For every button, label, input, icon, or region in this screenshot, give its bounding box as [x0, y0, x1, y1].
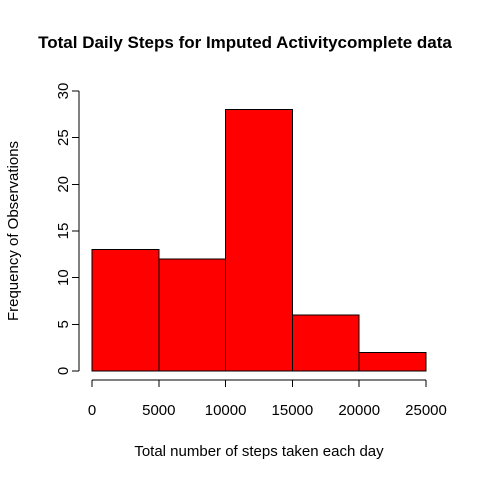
- x-tick-label: 5000: [142, 402, 175, 419]
- chart-title: Total Daily Steps for Imputed Activityco…: [38, 33, 452, 52]
- y-tick-label: 15: [55, 223, 72, 240]
- y-axis-label: Frequency of Observations: [5, 141, 22, 321]
- x-axis-label: Total number of steps taken each day: [134, 443, 384, 460]
- histogram-bar: [291, 314, 360, 372]
- x-tick-label: 0: [88, 402, 96, 419]
- x-axis: 0 5000 10000 15000 20000 25000: [88, 379, 447, 419]
- y-tick-label: 30: [55, 83, 72, 100]
- y-tick-label: 25: [55, 129, 72, 146]
- y-tick-label: 10: [55, 269, 72, 286]
- y-tick-label: 0: [55, 367, 72, 375]
- histogram-bar: [225, 109, 293, 372]
- y-tick-label: 20: [55, 176, 72, 193]
- histogram-bar: [158, 258, 227, 372]
- histogram-bar: [358, 351, 427, 372]
- y-tick-label: 5: [55, 320, 72, 328]
- x-tick-label: 10000: [205, 402, 247, 419]
- histogram-bar: [91, 249, 160, 372]
- x-tick-label: 20000: [338, 402, 380, 419]
- y-axis: 0 5 10 15 20 25 30: [55, 83, 80, 375]
- bars-group: [91, 109, 427, 372]
- x-tick-label: 25000: [405, 402, 447, 419]
- x-tick-label: 15000: [272, 402, 314, 419]
